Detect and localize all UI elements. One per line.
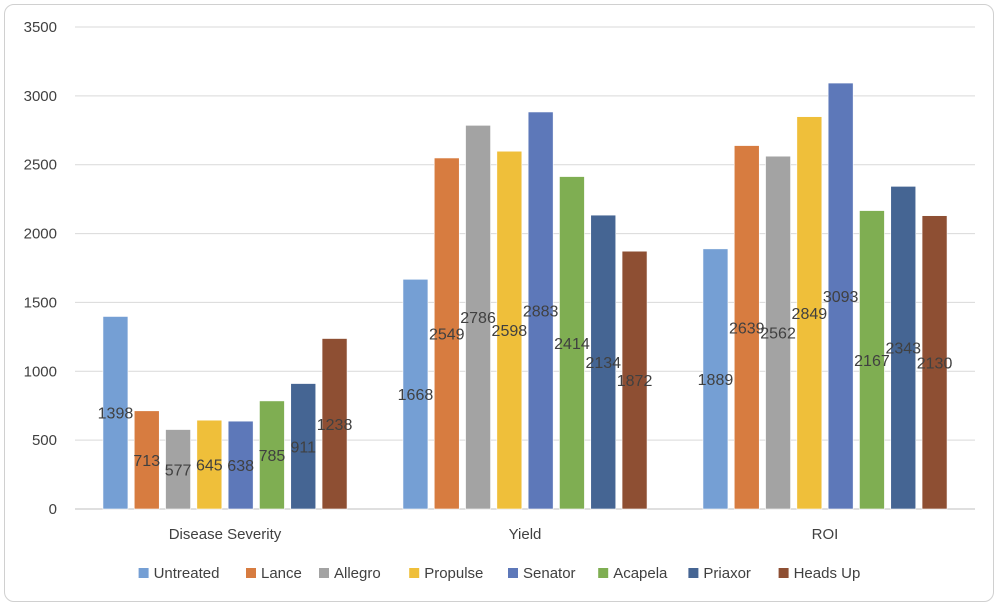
data-label: 2562 — [760, 326, 796, 343]
bar-propulse — [796, 116, 823, 510]
data-label: 638 — [227, 458, 254, 475]
x-tick-label: ROI — [812, 526, 839, 543]
x-tick-label: Disease Severity — [169, 526, 282, 543]
data-label: 2598 — [492, 323, 528, 340]
legend-swatch — [508, 568, 518, 578]
bar-untreated — [402, 278, 429, 510]
data-label: 2549 — [429, 326, 465, 343]
data-label: 3093 — [823, 289, 859, 306]
bar-allegro — [165, 429, 191, 510]
legend-swatch — [246, 568, 256, 578]
y-tick-label: 3000 — [24, 88, 57, 105]
data-label: 2883 — [523, 303, 559, 320]
data-label: 2849 — [792, 306, 828, 323]
bar-acapela — [559, 176, 585, 510]
legend-label: Acapela — [613, 565, 668, 582]
legend-label: Allegro — [334, 565, 381, 582]
bar-allegro — [765, 155, 791, 510]
bar-priaxor — [890, 186, 917, 510]
x-tick-label: Yield — [509, 526, 542, 543]
data-label: 2343 — [885, 341, 921, 358]
y-tick-label: 1500 — [24, 294, 57, 311]
data-label: 911 — [290, 439, 316, 456]
legend-label: Lance — [261, 565, 302, 582]
y-tick-label: 2000 — [24, 226, 57, 243]
data-label: 2167 — [854, 353, 890, 370]
legend-swatch — [138, 568, 149, 578]
bar-untreated — [102, 316, 129, 510]
data-label: 1872 — [617, 373, 653, 390]
data-label: 785 — [259, 448, 286, 465]
legend-swatch — [409, 568, 420, 578]
data-label: 1238 — [317, 417, 353, 434]
bar-priaxor — [590, 214, 617, 510]
y-tick-label: 3500 — [24, 19, 57, 36]
data-label: 2639 — [729, 320, 765, 337]
bar-heads-up — [921, 215, 948, 510]
bar-senator — [827, 82, 854, 510]
y-tick-label: 0 — [49, 501, 57, 518]
y-tick-label: 500 — [32, 432, 57, 449]
bar-acapela — [259, 400, 285, 510]
bar-acapela — [859, 210, 885, 510]
legend-swatch — [778, 568, 789, 578]
data-label: 1889 — [698, 372, 734, 389]
bar-heads-up — [321, 338, 348, 510]
legend-label: Priaxor — [703, 565, 751, 582]
legend-label: Senator — [523, 565, 576, 582]
legend-label: Propulse — [424, 565, 483, 582]
bar-allegro — [465, 125, 491, 510]
legend-label: Heads Up — [794, 565, 861, 582]
legend-swatch — [319, 568, 329, 578]
bar-senator — [527, 111, 554, 510]
y-tick-label: 1000 — [24, 363, 57, 380]
data-label: 2130 — [917, 355, 953, 372]
bar-lance — [133, 410, 160, 510]
data-label: 645 — [196, 458, 223, 475]
bar-lance — [433, 157, 460, 510]
bar-untreated — [702, 248, 729, 510]
data-label: 2786 — [460, 310, 496, 327]
data-label: 713 — [133, 453, 160, 470]
bar-senator — [227, 420, 254, 510]
y-tick-label: 2500 — [24, 157, 57, 174]
bar-lance — [733, 145, 760, 510]
bar-propulse — [496, 150, 523, 510]
legend-swatch — [688, 568, 699, 578]
legend-swatch — [598, 568, 609, 578]
legend-label: Untreated — [154, 565, 220, 582]
chart-frame — [4, 4, 994, 602]
data-label: 1668 — [398, 387, 434, 404]
data-label: 577 — [165, 462, 192, 479]
data-label: 2414 — [554, 336, 590, 353]
bar-priaxor — [290, 383, 317, 510]
data-label: 1398 — [98, 406, 134, 423]
data-label: 2134 — [585, 355, 621, 372]
bar-heads-up — [621, 250, 648, 510]
bar-propulse — [196, 419, 223, 510]
